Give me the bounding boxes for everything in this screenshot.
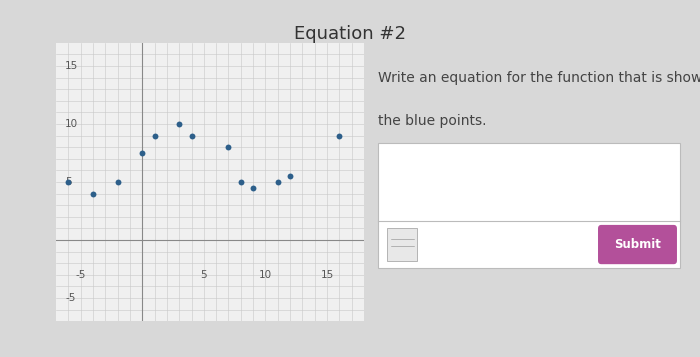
Point: [112, 179, 123, 185]
Point: [235, 179, 246, 185]
Point: [248, 185, 259, 191]
Text: -5: -5: [65, 293, 76, 303]
Point: [186, 133, 197, 139]
Text: 5: 5: [65, 177, 72, 187]
Point: [136, 150, 148, 156]
Point: [88, 191, 99, 196]
FancyBboxPatch shape: [388, 228, 417, 261]
Point: [223, 144, 234, 150]
Text: Write an equation for the function that is shown by: Write an equation for the function that …: [377, 71, 700, 85]
Text: Submit: Submit: [614, 238, 661, 251]
Text: 15: 15: [321, 270, 334, 280]
Text: 15: 15: [65, 61, 78, 71]
Point: [272, 179, 284, 185]
FancyBboxPatch shape: [377, 143, 680, 268]
Text: the blue points.: the blue points.: [377, 114, 486, 128]
Point: [174, 121, 185, 127]
Text: 10: 10: [65, 119, 78, 129]
Text: 10: 10: [259, 270, 272, 280]
FancyBboxPatch shape: [598, 225, 677, 264]
Point: [334, 133, 345, 139]
Point: [284, 174, 295, 179]
Text: Equation #2: Equation #2: [294, 25, 406, 43]
Point: [63, 179, 74, 185]
Text: 5: 5: [200, 270, 207, 280]
Point: [149, 133, 160, 139]
Text: -5: -5: [76, 270, 86, 280]
